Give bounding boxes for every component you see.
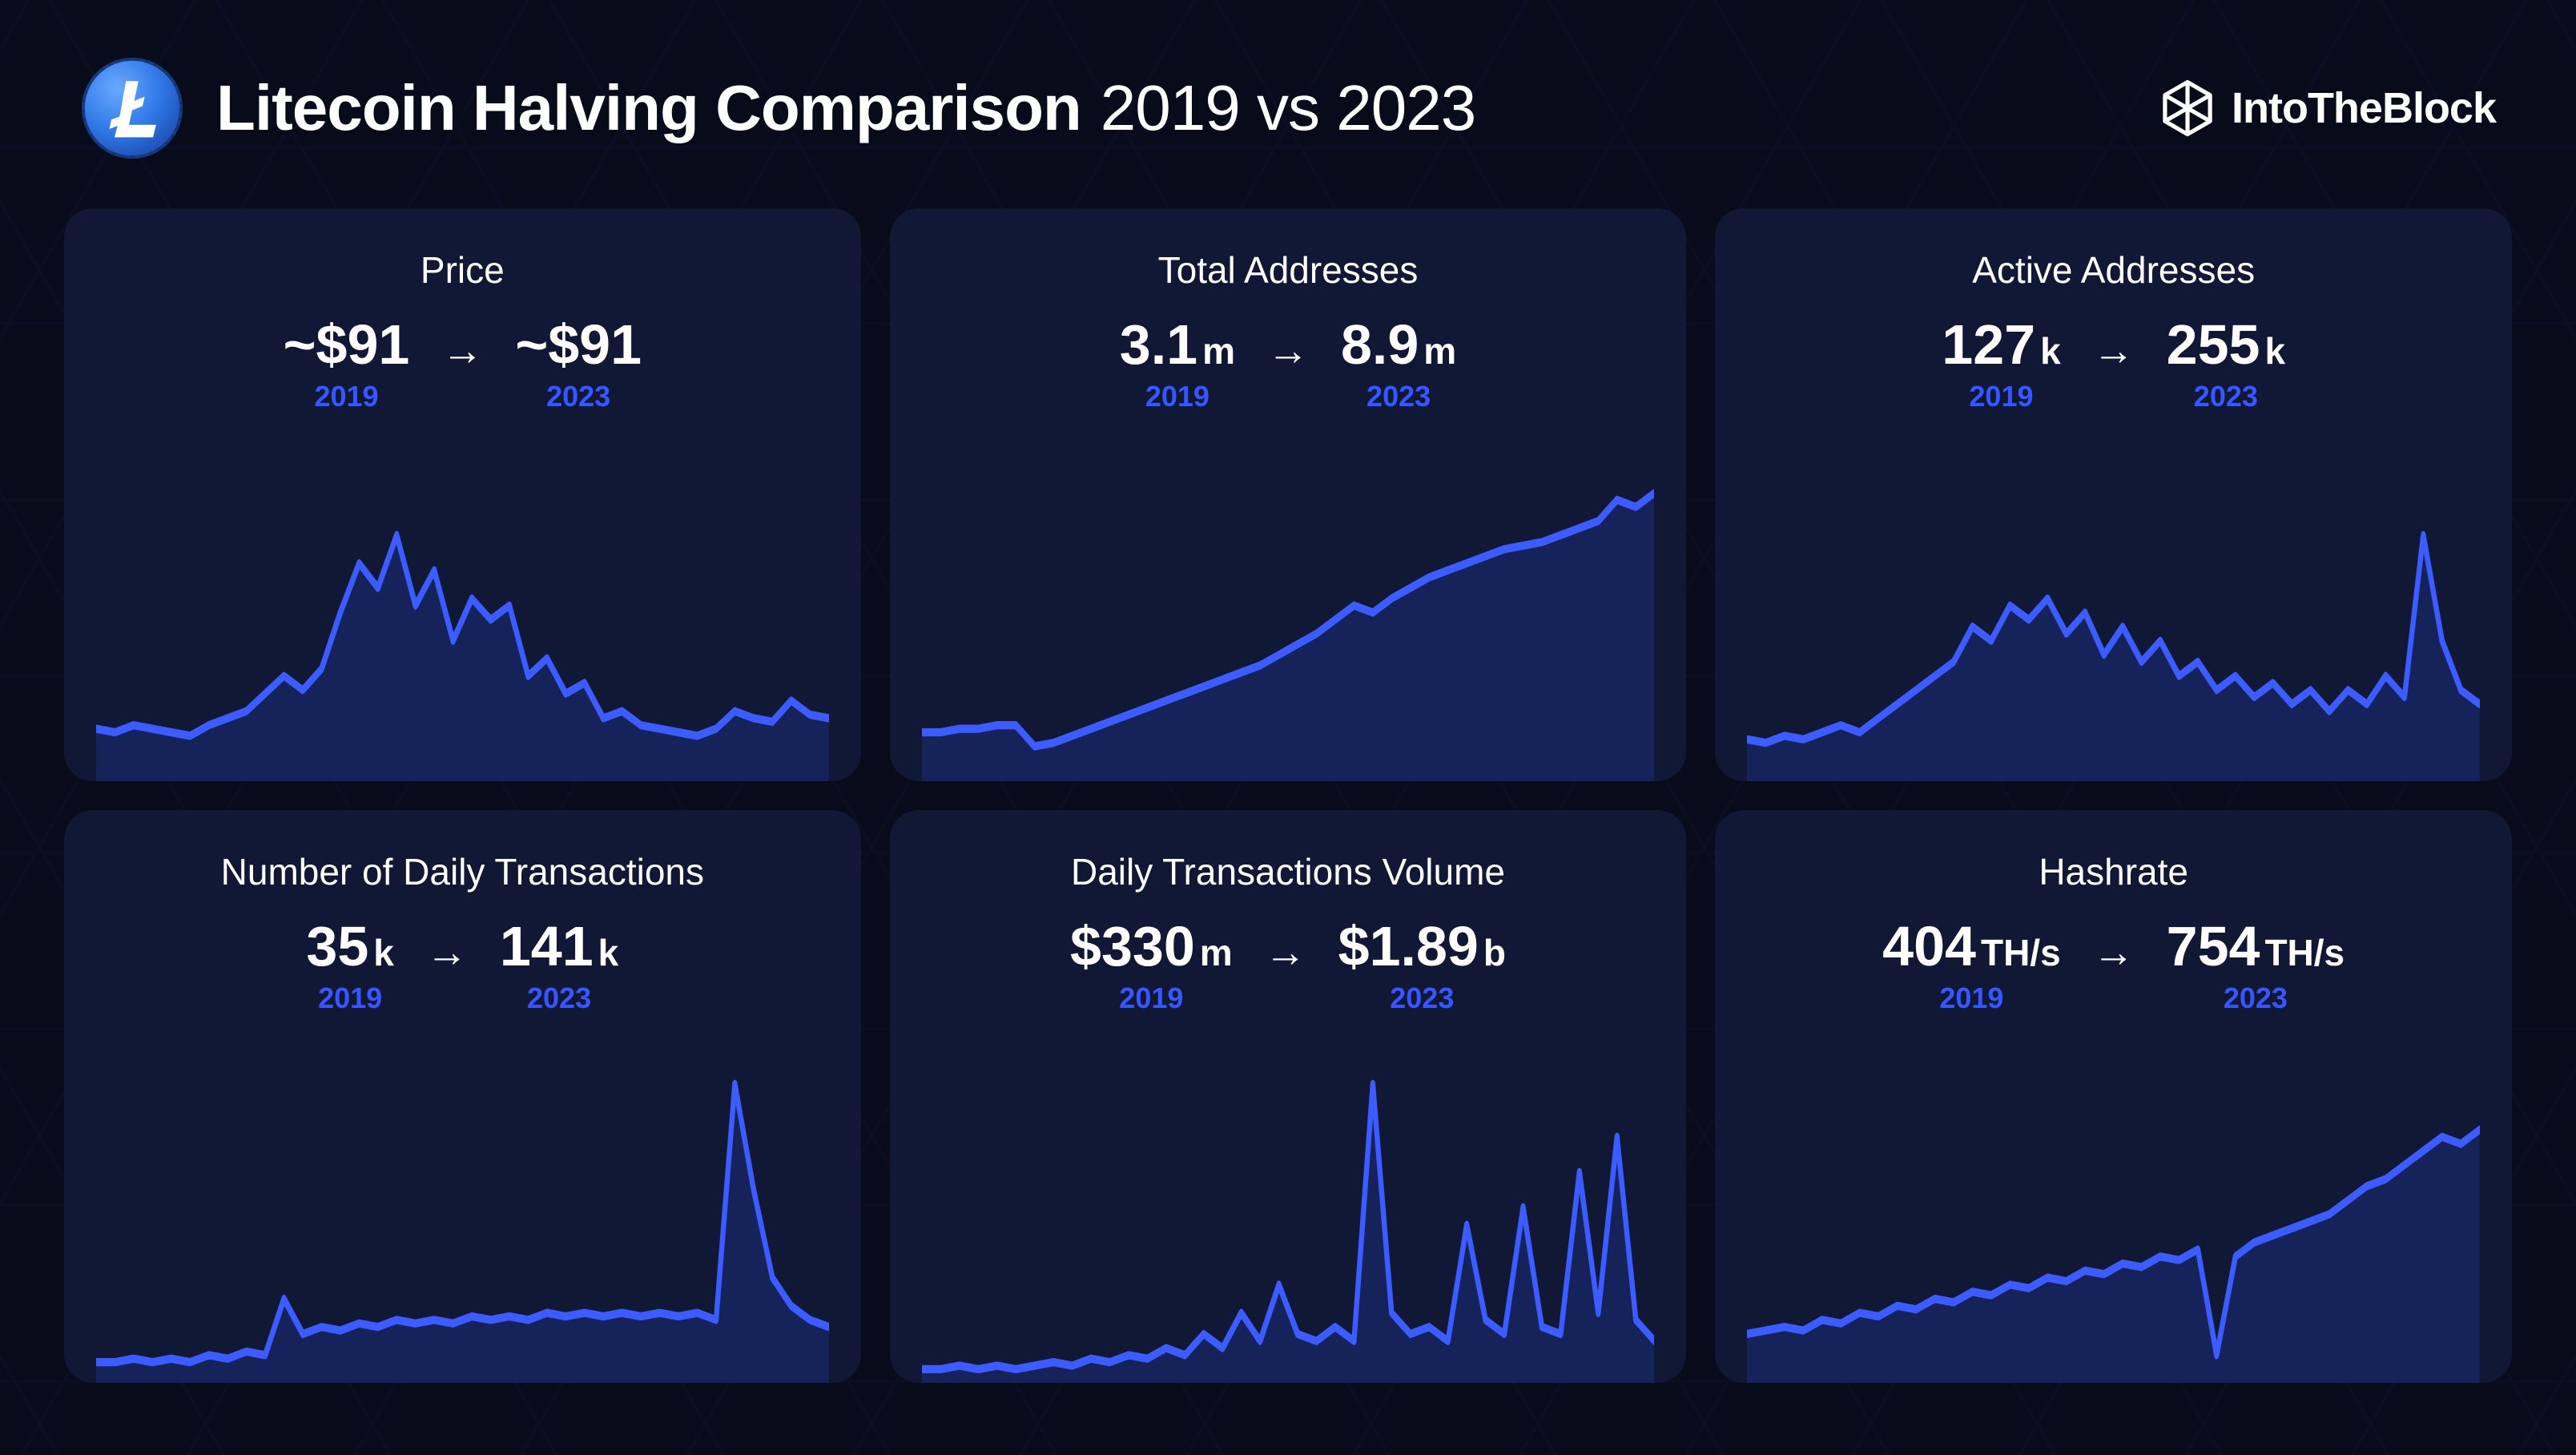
year-left: 2019 (1882, 981, 2060, 1015)
year-right: 2023 (2167, 380, 2285, 413)
value-2019: $330m 2019 (1070, 917, 1233, 1015)
year-right: 2023 (2167, 981, 2345, 1015)
arrow-icon: → (426, 917, 468, 977)
value-right: 141k (500, 917, 618, 977)
year-left: 2019 (1070, 981, 1233, 1015)
header: Litecoin Halving Comparison 2019 vs 2023… (64, 56, 2512, 160)
card-daily_tx_volume: Daily Transactions Volume $330m 2019 → $… (890, 810, 1687, 1383)
compare-row: 3.1m 2019 → 8.9m 2023 (922, 316, 1655, 413)
value-2019: 127k 2019 (1942, 316, 2060, 413)
sparkline (96, 429, 829, 782)
card-title: Number of Daily Transactions (96, 850, 829, 893)
card-daily_tx: Number of Daily Transactions 35k 2019 → … (64, 810, 861, 1383)
card-total_addresses: Total Addresses 3.1m 2019 → 8.9m 2023 (890, 208, 1687, 781)
card-title: Total Addresses (922, 248, 1655, 292)
value-left: 127k (1942, 316, 2060, 375)
card-title: Daily Transactions Volume (922, 850, 1655, 893)
value-right: 8.9m (1341, 316, 1456, 375)
sparkline (96, 1031, 829, 1384)
value-2023: ~$91 2023 (515, 316, 642, 413)
year-left: 2019 (1120, 380, 1235, 413)
brand-name: IntoTheBlock (2232, 83, 2496, 133)
value-left: 35k (306, 917, 393, 977)
sparkline (1747, 1031, 2480, 1384)
card-grid: Price ~$91 2019 → ~$91 2023 Total Addres… (64, 208, 2512, 1383)
arrow-icon: → (2093, 316, 2135, 375)
year-left: 2019 (284, 380, 410, 413)
value-left: 3.1m (1120, 316, 1235, 375)
value-right: 255k (2167, 316, 2285, 375)
value-right: $1.89b (1338, 917, 1506, 977)
card-title: Active Addresses (1747, 248, 2480, 292)
year-left: 2019 (1942, 380, 2060, 413)
title-light: 2019 vs 2023 (1101, 71, 1475, 145)
arrow-icon: → (1265, 917, 1306, 977)
year-right: 2023 (1338, 981, 1506, 1015)
value-left: 404TH/s (1882, 917, 2060, 977)
value-right: ~$91 (515, 316, 642, 375)
value-2023: 754TH/s 2023 (2167, 917, 2345, 1015)
sparkline (1747, 429, 2480, 782)
value-2019: 35k 2019 (306, 917, 393, 1015)
title-bold: Litecoin Halving Comparison (216, 71, 1081, 145)
value-left: $330m (1070, 917, 1233, 977)
arrow-icon: → (2093, 917, 2135, 977)
value-2023: $1.89b 2023 (1338, 917, 1506, 1015)
value-2023: 255k 2023 (2167, 316, 2285, 413)
sparkline (922, 1031, 1655, 1384)
value-2023: 8.9m 2023 (1341, 316, 1456, 413)
compare-row: ~$91 2019 → ~$91 2023 (96, 316, 829, 413)
value-2019: 404TH/s 2019 (1882, 917, 2060, 1015)
card-price: Price ~$91 2019 → ~$91 2023 (64, 208, 861, 781)
brand: IntoTheBlock (2158, 79, 2496, 138)
card-title: Hashrate (1747, 850, 2480, 893)
year-left: 2019 (306, 981, 393, 1015)
value-2019: 3.1m 2019 (1120, 316, 1235, 413)
arrow-icon: → (441, 316, 483, 375)
compare-row: 35k 2019 → 141k 2023 (96, 917, 829, 1015)
sparkline (922, 429, 1655, 782)
year-right: 2023 (515, 380, 642, 413)
compare-row: $330m 2019 → $1.89b 2023 (922, 917, 1655, 1015)
value-left: ~$91 (284, 316, 410, 375)
year-right: 2023 (1341, 380, 1456, 413)
card-title: Price (96, 248, 829, 292)
value-right: 754TH/s (2167, 917, 2345, 977)
arrow-icon: → (1267, 316, 1309, 375)
card-active_addresses: Active Addresses 127k 2019 → 255k 2023 (1715, 208, 2512, 781)
compare-row: 404TH/s 2019 → 754TH/s 2023 (1747, 917, 2480, 1015)
year-right: 2023 (500, 981, 618, 1015)
card-hashrate: Hashrate 404TH/s 2019 → 754TH/s 2023 (1715, 810, 2512, 1383)
page-title: Litecoin Halving Comparison 2019 vs 2023 (216, 71, 2126, 145)
brand-logo-icon (2158, 79, 2217, 138)
page-root: Litecoin Halving Comparison 2019 vs 2023… (0, 0, 2576, 1455)
value-2019: ~$91 2019 (284, 316, 410, 413)
litecoin-icon (80, 56, 184, 160)
compare-row: 127k 2019 → 255k 2023 (1747, 316, 2480, 413)
value-2023: 141k 2023 (500, 917, 618, 1015)
